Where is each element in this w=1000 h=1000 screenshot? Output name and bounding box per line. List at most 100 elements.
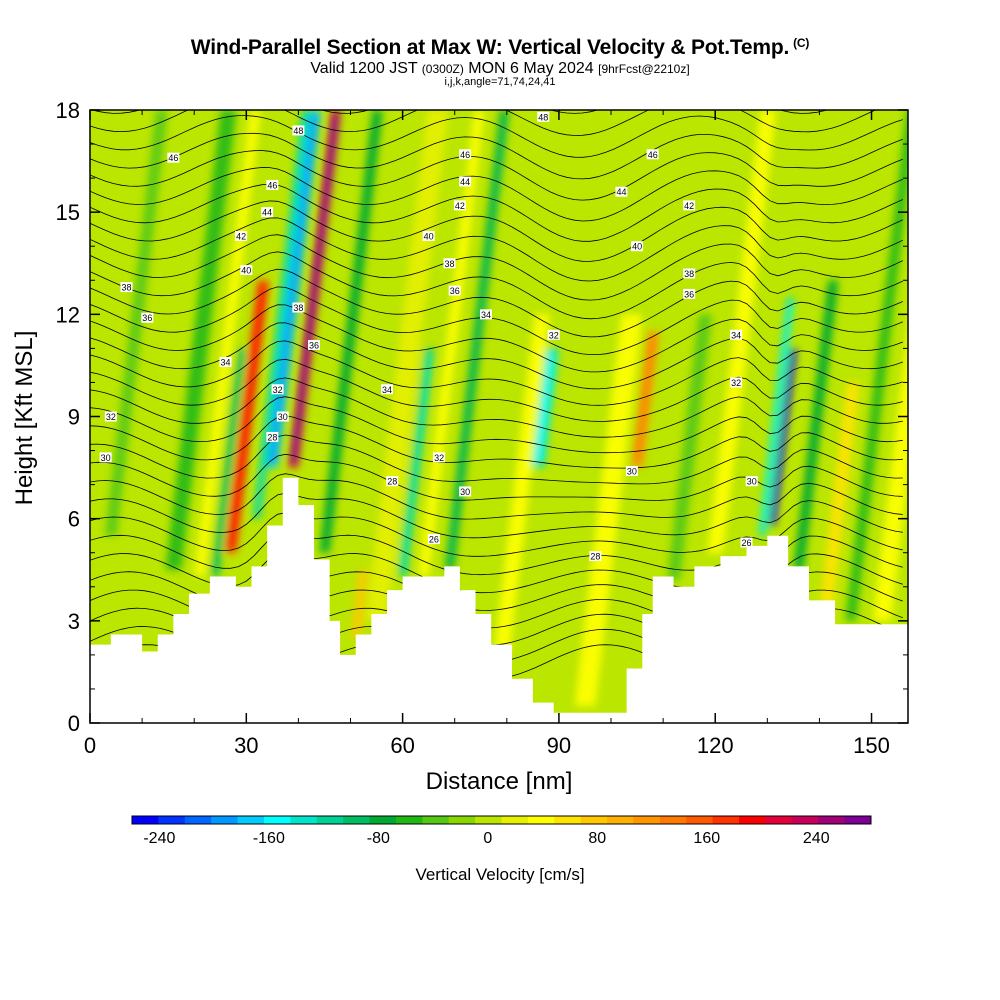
colorbar-frame bbox=[131, 815, 872, 825]
colorbar-swatch-1 bbox=[158, 816, 186, 824]
theta-label-bg-8 bbox=[261, 207, 274, 218]
theta-line-29 bbox=[90, 115, 903, 158]
theta-label-38: 34 bbox=[730, 329, 743, 340]
vv-core-6 bbox=[269, 116, 318, 462]
theta-label-bg-25 bbox=[459, 176, 472, 187]
x-tick-label-5: 150 bbox=[853, 733, 890, 758]
theta-label-23: 40 bbox=[422, 231, 435, 242]
theta-label-34: 40 bbox=[631, 241, 644, 252]
colorbar-swatch-19 bbox=[633, 816, 661, 824]
theta-label-15: 28 bbox=[266, 431, 279, 442]
theta-label-bg-6 bbox=[240, 265, 253, 276]
theta-label-text-26: 46 bbox=[460, 150, 470, 160]
vv-cell-0 bbox=[105, 110, 168, 536]
theta-label-text-17: 28 bbox=[387, 477, 397, 487]
colorbar-swatch-16 bbox=[554, 816, 582, 824]
theta-label-bg-0 bbox=[99, 452, 112, 463]
theta-label-4: 46 bbox=[167, 152, 180, 163]
plot-area bbox=[90, 110, 908, 723]
theta-label-text-25: 44 bbox=[460, 177, 470, 187]
theta-label-text-0: 30 bbox=[101, 453, 111, 463]
vv-core-5 bbox=[254, 116, 308, 513]
theta-contour-labels: 3032363846344042444648383632302834282632… bbox=[99, 111, 758, 562]
theta-label-bg-9 bbox=[266, 179, 279, 190]
theta-line-25 bbox=[90, 183, 903, 242]
vv-core-21 bbox=[771, 354, 796, 520]
chart-valid-time: Valid 1200 JST (0300Z) MON 6 May 2024 [9… bbox=[0, 60, 1000, 78]
theta-label-37: 36 bbox=[683, 288, 696, 299]
theta-label-bg-39 bbox=[730, 377, 743, 388]
colorbar-swatch-7 bbox=[316, 816, 344, 824]
colorbar-tick-label-6: 240 bbox=[803, 830, 830, 847]
colorbar-swatch-25 bbox=[791, 816, 819, 824]
theta-label-29: 32 bbox=[547, 329, 560, 340]
vv-core-17 bbox=[634, 337, 656, 462]
theta-label-text-38: 34 bbox=[731, 330, 741, 340]
y-tick-label-1: 3 bbox=[68, 609, 80, 634]
theta-label-6: 40 bbox=[240, 265, 253, 276]
valid-date: MON 6 May 2024 bbox=[468, 60, 594, 77]
theta-label-26: 46 bbox=[459, 149, 472, 160]
theta-line-28 bbox=[90, 132, 903, 180]
theta-label-text-29: 32 bbox=[549, 330, 559, 340]
theta-label-text-35: 42 bbox=[684, 201, 694, 211]
theta-line-12 bbox=[90, 415, 903, 469]
vv-cell-23 bbox=[818, 382, 860, 621]
theta-label-bg-7 bbox=[235, 231, 248, 242]
theta-label-1: 32 bbox=[104, 411, 117, 422]
theta-label-35: 42 bbox=[683, 200, 696, 211]
y-tick-label-6: 18 bbox=[56, 98, 80, 123]
vv-core-7 bbox=[290, 116, 339, 462]
theta-label-text-23: 40 bbox=[424, 232, 434, 242]
y-tick-label-3: 9 bbox=[68, 405, 80, 430]
theta-line-21 bbox=[90, 251, 903, 320]
theta-label-bg-19 bbox=[433, 452, 446, 463]
theta-label-text-24: 42 bbox=[455, 201, 465, 211]
theta-label-bg-37 bbox=[683, 288, 696, 299]
theta-label-text-32: 44 bbox=[616, 187, 626, 197]
x-axis: 0 30 60 90 120 150 bbox=[84, 110, 890, 758]
theta-label-text-3: 38 bbox=[121, 283, 131, 293]
theta-label-text-6: 40 bbox=[241, 266, 251, 276]
colorbar-tick-label-4: 80 bbox=[588, 830, 606, 847]
theta-line-15 bbox=[90, 358, 903, 422]
valid-prefix: Valid 1200 JST bbox=[310, 60, 418, 77]
chart-title-text: Wind-Parallel Section at Max W: Vertical… bbox=[190, 36, 790, 59]
theta-label-bg-32 bbox=[615, 186, 628, 197]
theta-label-2: 36 bbox=[141, 312, 154, 323]
theta-line-22 bbox=[90, 234, 903, 301]
theta-label-text-31: 30 bbox=[627, 466, 637, 476]
theta-label-bg-5 bbox=[219, 357, 232, 368]
theta-label-22: 38 bbox=[443, 258, 456, 269]
theta-label-9: 46 bbox=[266, 179, 279, 190]
theta-label-bg-26 bbox=[459, 149, 472, 160]
theta-label-27: 48 bbox=[537, 111, 550, 122]
theta-label-14: 30 bbox=[276, 411, 289, 422]
colorbar-swatch-5 bbox=[263, 816, 291, 824]
theta-label-bg-20 bbox=[459, 486, 472, 497]
theta-label-text-21: 36 bbox=[450, 286, 460, 296]
theta-label-33: 46 bbox=[646, 149, 659, 160]
terrain-mask bbox=[90, 477, 908, 723]
theta-label-text-12: 36 bbox=[309, 340, 319, 350]
vv-core-3 bbox=[228, 286, 266, 547]
theta-line-23 bbox=[90, 217, 903, 282]
theta-label-3: 38 bbox=[120, 282, 133, 293]
x-tick-label-2: 60 bbox=[390, 733, 414, 758]
theta-label-30: 28 bbox=[589, 551, 602, 562]
theta-label-36: 38 bbox=[683, 268, 696, 279]
theta-label-0: 30 bbox=[99, 452, 112, 463]
theta-line-9 bbox=[90, 473, 903, 520]
theta-label-bg-16 bbox=[380, 384, 393, 395]
theta-label-text-41: 26 bbox=[741, 538, 751, 548]
theta-label-41: 26 bbox=[740, 537, 753, 548]
colorbar-swatch-14 bbox=[501, 816, 529, 824]
grid-indices: i,j,k,angle=71,74,24,41 bbox=[444, 76, 556, 88]
theta-label-24: 42 bbox=[453, 200, 466, 211]
theta-label-text-14: 30 bbox=[278, 412, 288, 422]
theta-label-bg-40 bbox=[745, 476, 758, 487]
theta-label-bg-14 bbox=[276, 411, 289, 422]
theta-line-14 bbox=[90, 377, 903, 438]
theta-label-bg-31 bbox=[625, 465, 638, 476]
x-axis-title: Distance [nm] bbox=[426, 768, 573, 795]
